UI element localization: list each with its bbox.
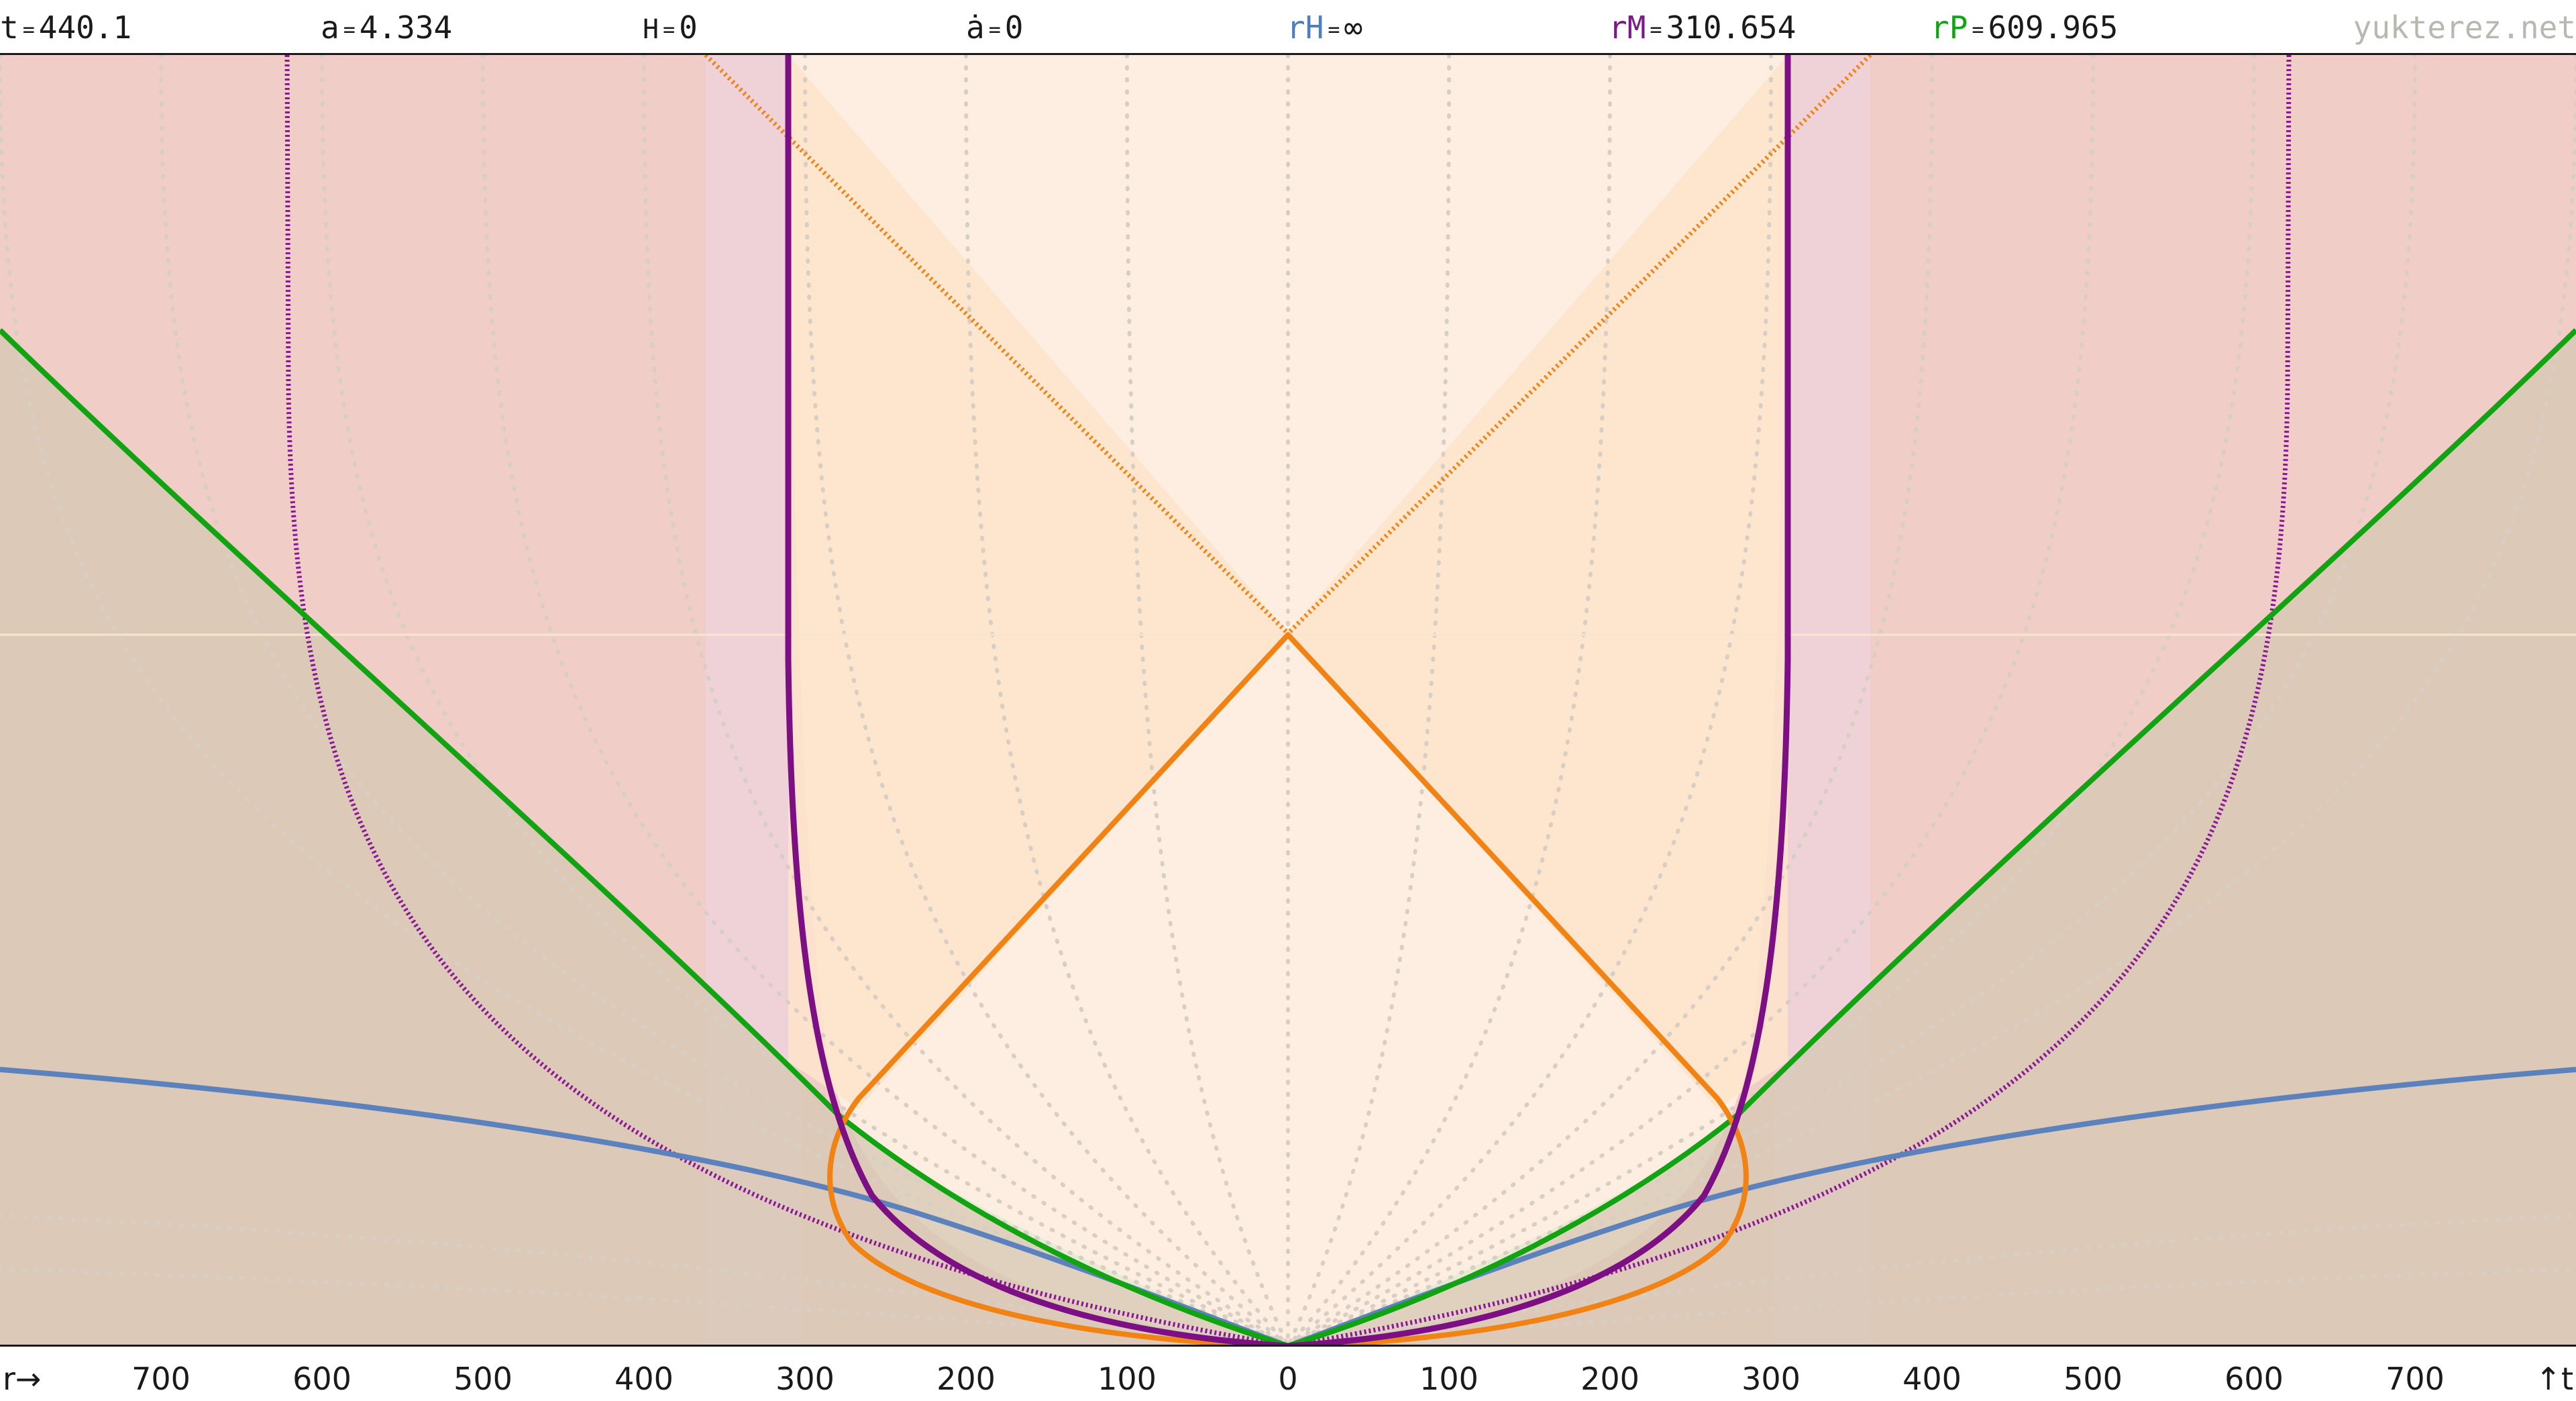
stat-hubble-value: 0 xyxy=(679,9,698,46)
tick-label: 500 xyxy=(2063,1361,2123,1397)
grid-line-r5 xyxy=(1286,55,2095,1346)
grid-line-l5 xyxy=(481,55,1290,1346)
tick-label: 100 xyxy=(1097,1361,1157,1397)
tick-label: 400 xyxy=(1902,1361,1962,1397)
diagram-canvas xyxy=(0,55,2576,1346)
stat-adot-name: ȧ xyxy=(966,9,985,46)
stat-rH: rH = ∞ xyxy=(1287,5,1362,54)
grid-line-r6 xyxy=(1286,55,2256,1346)
stat-rP-name: rP xyxy=(1931,9,1968,46)
stat-t-value: 440.1 xyxy=(38,9,132,46)
stat-rH-value: ∞ xyxy=(1344,9,1363,46)
grid-line-l4 xyxy=(642,55,1290,1346)
right-past-region xyxy=(1288,330,2576,1346)
grid-line-l6 xyxy=(320,55,1290,1346)
stat-rH-name: rH xyxy=(1287,9,1324,46)
tick-label: 300 xyxy=(775,1361,835,1397)
stat-rH-eq: = xyxy=(1328,18,1340,42)
r-axis: r→ 700 600 500 400 300 200 100 0 100 200… xyxy=(0,1345,2576,1401)
tick-label: 500 xyxy=(453,1361,513,1397)
worldline-left xyxy=(785,55,1289,1346)
stat-hubble-eq: = xyxy=(663,18,676,42)
stat-rP: rP = 609.965 xyxy=(1931,5,2118,54)
stat-t: t = 440.1 xyxy=(0,5,131,54)
grid-line-l7 xyxy=(159,55,1290,1346)
r-axis-label: r→ xyxy=(3,1361,42,1397)
grid-line-l3 xyxy=(803,55,1290,1346)
stat-adot-eq: = xyxy=(988,18,1001,42)
grid-line-r1 xyxy=(1286,55,1451,1346)
status-bar: t = 440.1 a = 4.334 H = 0 ȧ = 0 rH = ∞ rM = 310.654 … xyxy=(0,0,2576,55)
tick-label: 300 xyxy=(1741,1361,1801,1397)
particle-horizon-curve xyxy=(0,328,2576,1346)
stat-rM: rM = 310.654 xyxy=(1609,5,1796,54)
stat-a: a = 4.334 xyxy=(321,5,452,54)
comoving-grid xyxy=(0,55,2576,1346)
stat-rM-value: 310.654 xyxy=(1666,9,1796,46)
stat-rM-eq: = xyxy=(1650,18,1662,42)
tick-label: 600 xyxy=(292,1361,352,1397)
past-lightcone xyxy=(827,632,1749,1346)
grid-line-l1 xyxy=(1125,55,1290,1346)
left-past-region xyxy=(0,330,1288,1346)
outer-worldline-right xyxy=(1287,55,2292,1346)
grid-line-r7 xyxy=(1286,55,2417,1346)
tick-label: 400 xyxy=(614,1361,674,1397)
grid-line-r4 xyxy=(1286,55,1934,1346)
lightcone-band xyxy=(788,55,1788,1108)
tick-label: 200 xyxy=(1580,1361,1640,1397)
tick-label: 700 xyxy=(2385,1361,2445,1397)
stat-a-value: 4.334 xyxy=(359,9,453,46)
worldline-right xyxy=(1287,55,1791,1346)
t-axis-label: ↑t xyxy=(2535,1361,2573,1397)
stat-hubble-name: H xyxy=(643,14,659,45)
grid-line-h2 xyxy=(0,1267,2576,1346)
stat-a-name: a xyxy=(321,9,339,46)
hubble-radius-curve xyxy=(0,1067,2576,1346)
tick-label: 200 xyxy=(936,1361,996,1397)
stat-a-eq: = xyxy=(343,18,356,42)
tick-label: 0 xyxy=(1278,1361,1298,1397)
stat-rP-eq: = xyxy=(1972,18,1984,42)
outer-worldline-left xyxy=(284,55,1289,1346)
stat-rP-value: 609.965 xyxy=(1988,9,2118,46)
tick-label: 600 xyxy=(2224,1361,2284,1397)
site-watermark: yukterez.net xyxy=(2353,9,2576,46)
tick-label: 100 xyxy=(1419,1361,1479,1397)
stat-t-name: t xyxy=(0,9,19,46)
stat-adot: ȧ = 0 xyxy=(966,5,1023,54)
stat-hubble: H = 0 xyxy=(643,5,698,54)
grid-line-r3 xyxy=(1286,55,1773,1346)
tick-label: 700 xyxy=(131,1361,191,1397)
stat-t-eq: = xyxy=(22,18,35,42)
stat-adot-value: 0 xyxy=(1004,9,1024,46)
spacetime-diagram xyxy=(0,55,2576,1346)
stat-rM-name: rM xyxy=(1609,9,1646,46)
